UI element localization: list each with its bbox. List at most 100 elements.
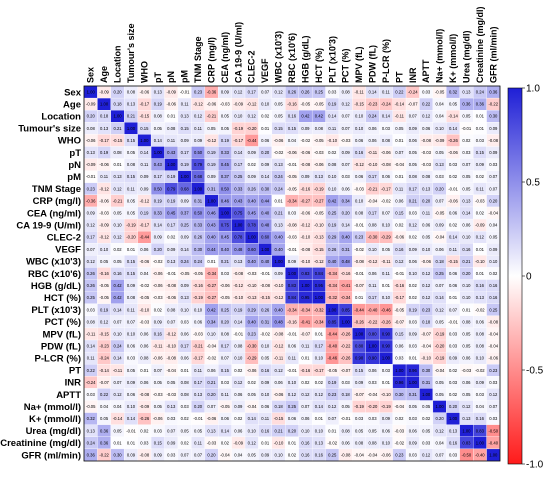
cell-value-label: 0.50 bbox=[194, 211, 203, 216]
cell-value-label: 1.00 bbox=[87, 90, 96, 95]
cell-value-label: 0.09 bbox=[476, 380, 485, 385]
cell-value-label: 1.00 bbox=[301, 283, 310, 288]
cell-value-label: 0.09 bbox=[140, 186, 149, 191]
cell-value-label: 0.01 bbox=[476, 126, 485, 131]
cell-value-label: -0.20 bbox=[435, 344, 445, 349]
cell-value-label: 0.11 bbox=[194, 440, 203, 445]
cell-value-label: -0.08 bbox=[421, 138, 431, 143]
cell-value-label: -0.26 bbox=[448, 138, 458, 143]
colorbar-tick-label: 0.5 bbox=[526, 178, 540, 189]
cell-value-label: 1.00 bbox=[409, 380, 418, 385]
cell-value-label: 0.13 bbox=[207, 428, 216, 433]
cell-value-label: 0.19 bbox=[140, 211, 149, 216]
cell-value-label: 0.16 bbox=[395, 247, 404, 252]
cell-value-label: -0.26 bbox=[140, 416, 150, 421]
cell-value-label: 0.13 bbox=[127, 102, 136, 107]
cell-value-label: -0.05 bbox=[287, 186, 297, 191]
cell-value-label: 0.29 bbox=[248, 307, 257, 312]
cell-value-label: 0.12 bbox=[194, 114, 203, 119]
cell-value-label: 0.10 bbox=[113, 331, 122, 336]
cell-value-label: 0.03 bbox=[449, 380, 458, 385]
cell-value-label: 0.06 bbox=[288, 416, 297, 421]
cell-value-label: -0.16 bbox=[287, 319, 297, 324]
cell-value-label: -0.06 bbox=[153, 416, 163, 421]
cell-value-label: -0.17 bbox=[193, 356, 203, 361]
cell-value-label: -0.16 bbox=[341, 271, 351, 276]
column-label: PLT (x10'3) bbox=[327, 36, 337, 83]
cell-value-label: -0.07 bbox=[421, 331, 431, 336]
row-label: Na+ (mmol/l) bbox=[24, 402, 81, 413]
cell-value-label: -0.05 bbox=[140, 295, 150, 300]
cell-value-label: 0.08 bbox=[342, 428, 351, 433]
cell-value-label: -0.10 bbox=[368, 162, 378, 167]
cell-value-label: 0.10 bbox=[382, 223, 391, 228]
cell-value-label: -0.46 bbox=[327, 356, 337, 361]
cell-value-label: -0.04 bbox=[220, 452, 230, 457]
cell-value-label: 0.02 bbox=[140, 428, 149, 433]
row-label: RBC (x10'6) bbox=[28, 269, 81, 280]
cell-value-label: 0.06 bbox=[127, 344, 136, 349]
cell-value-label: 0.18 bbox=[113, 102, 122, 107]
cell-value-label: 0.05 bbox=[127, 198, 136, 203]
cell-value-label: 0.02 bbox=[409, 235, 418, 240]
cell-value-label: 0.07 bbox=[395, 150, 404, 155]
cell-value-label: 0.31 bbox=[409, 392, 418, 397]
cell-value-label: 0.03 bbox=[368, 416, 377, 421]
cell-value-label: 0.09 bbox=[288, 259, 297, 264]
cell-value-label: -0.08 bbox=[301, 247, 311, 252]
cell-value-label: -0.04 bbox=[421, 344, 431, 349]
cell-value-label: 0.16 bbox=[355, 150, 364, 155]
cell-value-label: 0.06 bbox=[140, 247, 149, 252]
cell-value-label: 0.08 bbox=[87, 126, 96, 131]
cell-value-label: 0.17 bbox=[87, 235, 96, 240]
cell-value-label: 0.10 bbox=[422, 247, 431, 252]
cell-value-label: 0.40 bbox=[328, 259, 337, 264]
cell-value-label: -0.02 bbox=[381, 198, 391, 203]
cell-value-label: 0.14 bbox=[140, 150, 149, 155]
cell-value-label: -0.08 bbox=[166, 283, 176, 288]
cell-value-label: -0.06 bbox=[166, 295, 176, 300]
row-label: pT bbox=[69, 148, 81, 159]
cell-value-label: 0.10 bbox=[328, 174, 337, 179]
cell-value-label: 0.40 bbox=[275, 307, 284, 312]
cell-value-label: -0.06 bbox=[314, 162, 324, 167]
cell-value-label: 0.06 bbox=[462, 380, 471, 385]
cell-value-label: -0.14 bbox=[395, 102, 405, 107]
cell-value-label: -0.11 bbox=[86, 331, 96, 336]
cell-value-label: 0.03 bbox=[328, 90, 337, 95]
cell-value-label: -0.14 bbox=[113, 416, 123, 421]
cell-value-label: -0.08 bbox=[140, 392, 150, 397]
cell-value-label: 0.09 bbox=[409, 126, 418, 131]
cell-value-label: 0.75 bbox=[221, 223, 230, 228]
cell-value-label: 0.08 bbox=[87, 319, 96, 324]
cell-value-label: 0.16 bbox=[261, 368, 270, 373]
column-label: Location bbox=[113, 46, 123, 84]
cell-value-label: 0.06 bbox=[355, 138, 364, 143]
cell-value-label: 0.15 bbox=[395, 331, 404, 336]
cell-value-label: 0.02 bbox=[422, 416, 431, 421]
cell-value-label: -0.34 bbox=[301, 307, 311, 312]
cell-value-label: -0.21 bbox=[113, 198, 123, 203]
cell-value-label: 0.15 bbox=[275, 126, 284, 131]
cell-value-label: 0.84 bbox=[315, 271, 324, 276]
cell-value-label: 0.07 bbox=[489, 174, 498, 179]
cell-value-label: 0.03 bbox=[127, 356, 136, 361]
cell-value-label: 0.06 bbox=[127, 392, 136, 397]
cell-value-label: -0.26 bbox=[341, 331, 351, 336]
cell-value-label: 0.09 bbox=[261, 380, 270, 385]
cell-value-label: 0.03 bbox=[489, 162, 498, 167]
cell-value-label: -0.26 bbox=[354, 319, 364, 324]
cell-value-label: -0.40 bbox=[368, 307, 378, 312]
cell-value-label: -0.09 bbox=[86, 162, 96, 167]
cell-value-label: 0.05 bbox=[261, 356, 270, 361]
cell-value-label: 0.23 bbox=[328, 392, 337, 397]
cell-value-label: 0.08 bbox=[342, 90, 351, 95]
cell-value-label: -0.06 bbox=[448, 150, 458, 155]
cell-value-label: 0.03 bbox=[409, 211, 418, 216]
cell-value-label: 0.20 bbox=[422, 198, 431, 203]
cell-value-label: -0.10 bbox=[327, 138, 337, 143]
cell-value-label: 0.83 bbox=[462, 440, 471, 445]
cell-value-label: 0.13 bbox=[181, 295, 190, 300]
cell-value-label: 1.00 bbox=[100, 102, 109, 107]
cell-value-label: 0.43 bbox=[207, 223, 216, 228]
